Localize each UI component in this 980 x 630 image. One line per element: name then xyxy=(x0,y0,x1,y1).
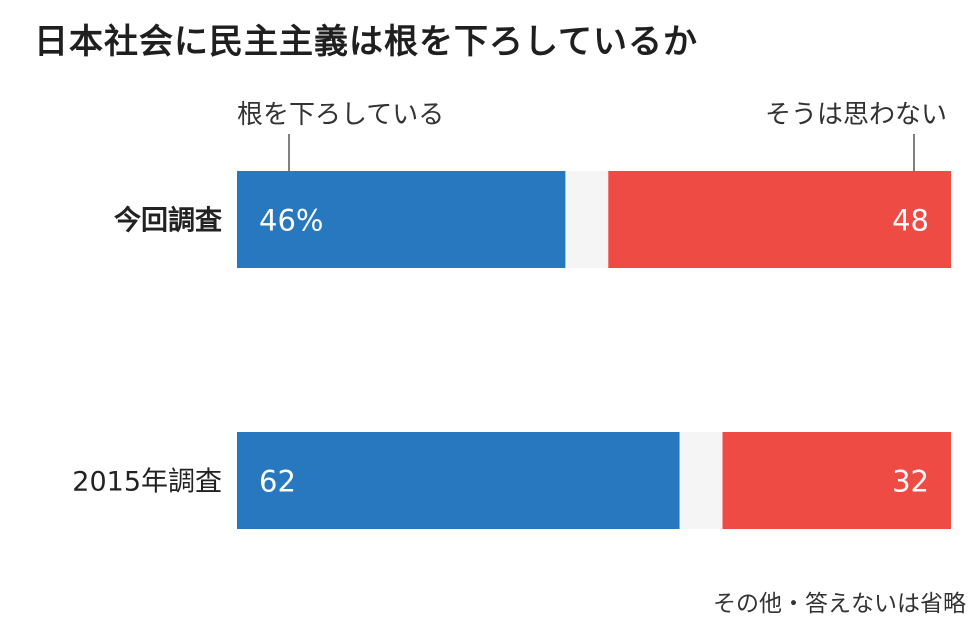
bar-segment-yes xyxy=(237,432,680,529)
data-label: 32 xyxy=(892,465,929,499)
bar-segment-other xyxy=(565,171,609,268)
data-label: 48 xyxy=(892,204,929,238)
bar-segment-other xyxy=(679,432,723,529)
legend-label-yes: 根を下ろしている xyxy=(237,100,444,130)
bar-segment-yes xyxy=(237,171,566,268)
legend-label-no: そうは思わない xyxy=(765,100,947,130)
bar-segment-no xyxy=(722,432,951,529)
data-label: 46% xyxy=(259,204,323,238)
category-label: 今回調査 xyxy=(114,205,222,237)
bar-segment-no xyxy=(608,171,951,268)
category-label: 2015年調査 xyxy=(72,467,222,498)
data-label: 62 xyxy=(259,465,296,499)
chart-title: 日本社会に民主主義は根を下ろしているか xyxy=(34,22,698,62)
footnote: その他・答えないは省略 xyxy=(713,591,966,617)
